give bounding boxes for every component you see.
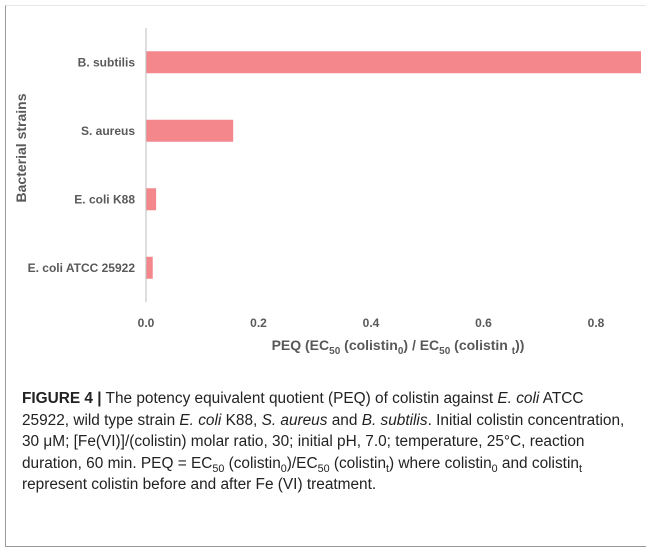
caption-italic: E. coli bbox=[497, 390, 540, 407]
caption-text: (colistin bbox=[329, 454, 387, 472]
x-tick-label: 0.8 bbox=[588, 316, 605, 330]
y-axis-label: Bacterial strains bbox=[13, 93, 29, 202]
x-axis-label: PEQ (EC50 (colistin0) / EC50 (colistin t… bbox=[272, 337, 525, 357]
category-label: E. coli ATCC 25922 bbox=[28, 261, 136, 275]
caption-text: ATCC 25922, wild type strain bbox=[22, 390, 584, 429]
caption-italic: B. subtilis bbox=[361, 411, 428, 429]
x-tick-label: 0.4 bbox=[363, 316, 380, 330]
caption-text: . Initial colistin concentration, 30 μM;… bbox=[22, 411, 625, 472]
category-label: E. coli K88 bbox=[74, 192, 135, 206]
x-tick-label: 0.6 bbox=[475, 316, 492, 330]
x-tick-labels: 0.0 0.2 0.4 0.6 0.8 bbox=[138, 316, 605, 330]
caption-text: and colistin bbox=[497, 454, 579, 472]
caption-subscript: t bbox=[578, 462, 582, 475]
bar-e-coli-k88 bbox=[146, 188, 157, 211]
x-tick-label: 0.2 bbox=[250, 316, 267, 330]
caption-subscript: 0 bbox=[491, 462, 498, 475]
caption-text: (colistin bbox=[224, 454, 281, 472]
bars-group bbox=[146, 51, 641, 279]
caption-subscript: t bbox=[386, 462, 390, 475]
bar-e-coli-atcc-25922 bbox=[146, 256, 153, 279]
caption-text: represent colistin before and after Fe (… bbox=[22, 476, 377, 493]
caption-text: ) where colistin bbox=[389, 454, 492, 472]
category-label: S. aureus bbox=[81, 124, 135, 138]
caption-subscript: 50 bbox=[317, 462, 330, 475]
caption-italic: S. aureus bbox=[261, 411, 328, 429]
category-labels: B. subtilis S. aureus E. coli K88 E. coli A… bbox=[28, 55, 136, 275]
figure-label: FIGURE 4 | bbox=[22, 390, 102, 407]
bar-chart: B. subtilis S. aureus E. coli K88 E. coli A… bbox=[13, 28, 641, 357]
caption-text: and bbox=[327, 411, 362, 429]
caption-italic: E. coli bbox=[179, 411, 222, 429]
caption-text: )/EC bbox=[286, 454, 318, 472]
bar-b-subtilis bbox=[146, 51, 641, 74]
bar-s-aureus bbox=[146, 119, 234, 142]
category-label: B. subtilis bbox=[78, 55, 136, 69]
caption-text: K88, bbox=[221, 411, 262, 429]
caption-text: The potency equivalent quotient (PEQ) of… bbox=[101, 390, 498, 407]
figure-frame bbox=[5, 5, 646, 547]
x-tick-label: 0.0 bbox=[138, 316, 155, 330]
caption-subscript: 0 bbox=[280, 462, 287, 475]
figure-caption: FIGURE 4 | The potency equivalent quotie… bbox=[22, 388, 634, 496]
caption-subscript: 50 bbox=[212, 462, 225, 475]
